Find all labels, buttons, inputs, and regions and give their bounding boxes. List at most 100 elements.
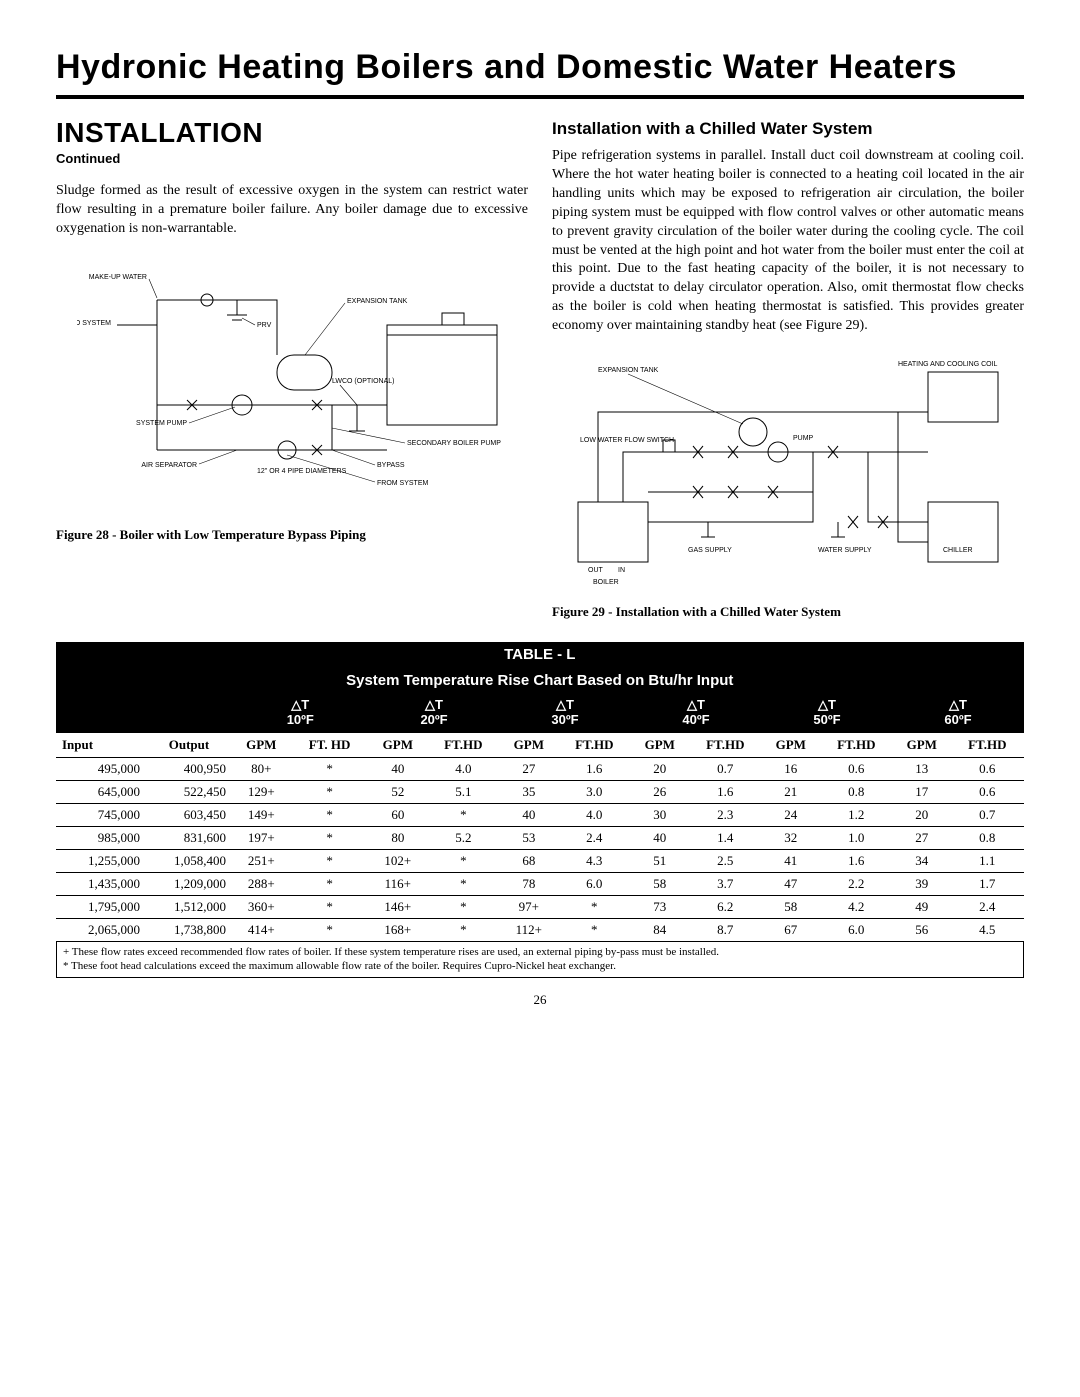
- cell-val: 20: [892, 803, 951, 826]
- cell-val: 414+: [232, 918, 291, 941]
- cell-input: 2,065,000: [56, 918, 146, 941]
- fig29-pump-label: PUMP: [793, 435, 814, 442]
- table-l-wrapper: TABLE - L System Temperature Rise Chart …: [56, 642, 1024, 978]
- cell-val: 68: [500, 849, 559, 872]
- cell-val: 58: [761, 895, 820, 918]
- dt-group-4: △T50ºF: [761, 696, 892, 733]
- cell-val: 97+: [500, 895, 559, 918]
- fig28-prv-label: PRV: [257, 322, 272, 329]
- figure-28-diagram: MAKE-UP WATER EXPANSION TANK PRV TO SYST…: [56, 251, 528, 519]
- cell-val: 2.3: [689, 803, 761, 826]
- cell-val: 40: [631, 826, 690, 849]
- cell-val: 17: [892, 780, 951, 803]
- cell-input: 745,000: [56, 803, 146, 826]
- figure-29-diagram: EXPANSION TANK HEATING AND COOLING COIL …: [552, 348, 1024, 596]
- cell-val: 6.0: [820, 918, 892, 941]
- cell-val: 39: [892, 872, 951, 895]
- cell-val: 56: [892, 918, 951, 941]
- right-body-text: Pipe refrigeration systems in parallel. …: [552, 147, 1024, 336]
- cell-val: 4.0: [558, 803, 630, 826]
- cell-val: 40: [369, 757, 428, 780]
- cell-val: 0.6: [951, 757, 1023, 780]
- cell-val: *: [427, 918, 499, 941]
- cell-val: 1.7: [951, 872, 1023, 895]
- cell-input: 1,795,000: [56, 895, 146, 918]
- cell-val: 116+: [369, 872, 428, 895]
- col-fthd-3: FT.HD: [689, 732, 761, 757]
- col-input: Input: [56, 732, 146, 757]
- fig29-in-label: IN: [618, 567, 625, 574]
- col-fthd-5: FT.HD: [951, 732, 1023, 757]
- cell-val: 6.2: [689, 895, 761, 918]
- cell-val: 5.1: [427, 780, 499, 803]
- fig29-water-label: WATER SUPPLY: [818, 547, 872, 554]
- table-subtitle: System Temperature Rise Chart Based on B…: [56, 668, 1024, 696]
- fig29-expansion-label: EXPANSION TANK: [598, 367, 659, 374]
- cell-val: *: [558, 918, 630, 941]
- cell-val: 0.7: [951, 803, 1023, 826]
- cell-val: 2.2: [820, 872, 892, 895]
- left-body-text: Sludge formed as the result of excessive…: [56, 182, 528, 239]
- table-footnotes: + These flow rates exceed recommended fl…: [56, 942, 1024, 979]
- dt-group-2: △T30ºF: [500, 696, 631, 733]
- cell-val: 53: [500, 826, 559, 849]
- page-title: Hydronic Heating Boilers and Domestic Wa…: [56, 48, 1024, 87]
- col-gpm-3: GPM: [631, 732, 690, 757]
- cell-val: 78: [500, 872, 559, 895]
- figure-28-caption: Figure 28 - Boiler with Low Temperature …: [56, 527, 528, 543]
- footnote-plus: + These flow rates exceed recommended fl…: [63, 946, 1017, 960]
- cell-val: 21: [761, 780, 820, 803]
- cell-val: 149+: [232, 803, 291, 826]
- fig28-makeup-label: MAKE-UP WATER: [89, 274, 147, 281]
- dt-group-1: △T20ºF: [369, 696, 500, 733]
- cell-val: *: [291, 849, 369, 872]
- cell-val: *: [291, 895, 369, 918]
- cell-output: 400,950: [146, 757, 232, 780]
- cell-val: 3.0: [558, 780, 630, 803]
- cell-val: 288+: [232, 872, 291, 895]
- left-column: INSTALLATION Continued Sludge formed as …: [56, 117, 528, 624]
- cell-val: 80: [369, 826, 428, 849]
- cell-val: 251+: [232, 849, 291, 872]
- dt-group-3: △T40ºF: [631, 696, 762, 733]
- cell-val: 168+: [369, 918, 428, 941]
- cell-val: 47: [761, 872, 820, 895]
- cell-val: 102+: [369, 849, 428, 872]
- cell-val: 2.4: [558, 826, 630, 849]
- col-gpm-1: GPM: [369, 732, 428, 757]
- cell-val: 41: [761, 849, 820, 872]
- cell-val: 6.0: [558, 872, 630, 895]
- cell-val: 0.6: [951, 780, 1023, 803]
- cell-val: 1.6: [689, 780, 761, 803]
- fig29-boiler-label: BOILER: [593, 579, 619, 586]
- table-title: TABLE - L: [56, 642, 1024, 668]
- fig28-secondary-label: SECONDARY BOILER PUMP: [407, 440, 501, 447]
- cell-val: *: [427, 895, 499, 918]
- cell-output: 1,512,000: [146, 895, 232, 918]
- cell-val: *: [558, 895, 630, 918]
- cell-val: 67: [761, 918, 820, 941]
- cell-val: 4.0: [427, 757, 499, 780]
- installation-heading: INSTALLATION: [56, 117, 528, 149]
- footnote-star: * These foot head calculations exceed th…: [63, 960, 1017, 974]
- cell-output: 522,450: [146, 780, 232, 803]
- cell-val: *: [291, 918, 369, 941]
- cell-val: 27: [892, 826, 951, 849]
- cell-val: 13: [892, 757, 951, 780]
- chilled-water-heading: Installation with a Chilled Water System: [552, 119, 1024, 139]
- cell-val: 34: [892, 849, 951, 872]
- cell-val: *: [291, 826, 369, 849]
- cell-val: 8.7: [689, 918, 761, 941]
- cell-val: *: [427, 803, 499, 826]
- cell-output: 1,209,000: [146, 872, 232, 895]
- fig28-fromsystem-label: FROM SYSTEM: [377, 480, 429, 487]
- cell-val: 2.5: [689, 849, 761, 872]
- col-fthd-1: FT.HD: [427, 732, 499, 757]
- two-column-layout: INSTALLATION Continued Sludge formed as …: [56, 117, 1024, 624]
- col-output: Output: [146, 732, 232, 757]
- fig28-lwco-label: LWCO (OPTIONAL): [332, 378, 394, 385]
- figure-29-caption: Figure 29 - Installation with a Chilled …: [552, 604, 1024, 620]
- col-fthd-0: FT. HD: [291, 732, 369, 757]
- cell-val: 30: [631, 803, 690, 826]
- col-fthd-2: FT.HD: [558, 732, 630, 757]
